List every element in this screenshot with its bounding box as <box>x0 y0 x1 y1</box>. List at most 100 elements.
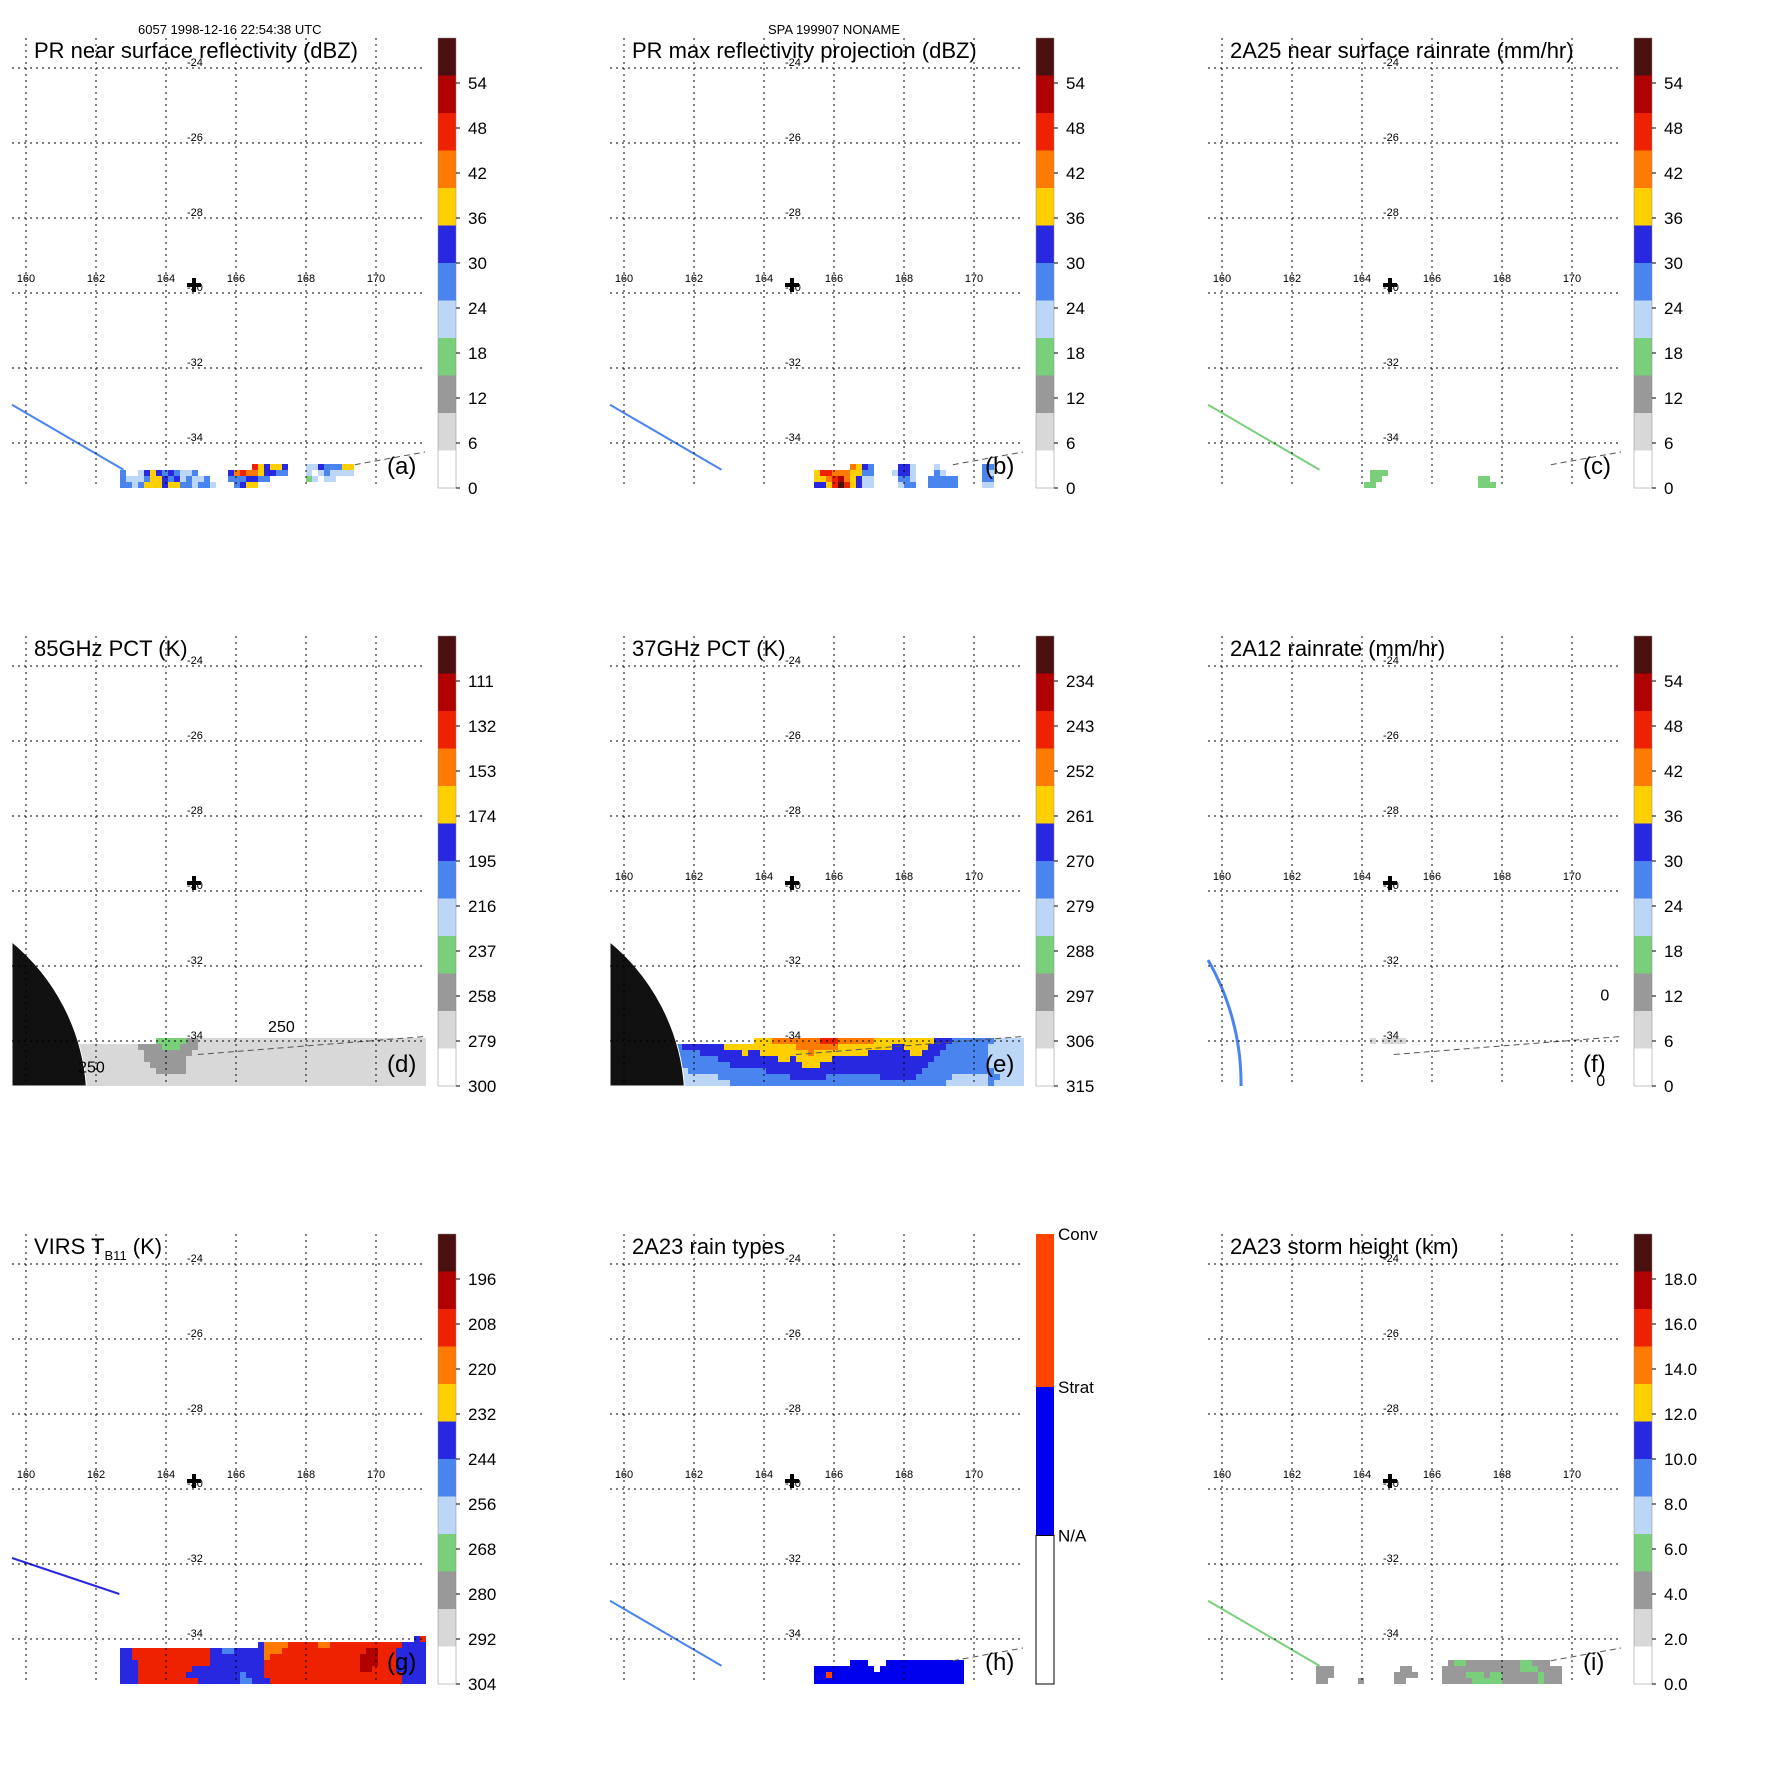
data-cell <box>730 1074 736 1080</box>
data-cell <box>832 1666 838 1672</box>
data-cell <box>1400 1056 1406 1062</box>
data-cell <box>784 1038 790 1044</box>
data-cell <box>312 1642 318 1648</box>
data-cell <box>850 1660 856 1666</box>
data-cell <box>174 1074 180 1080</box>
data-cell <box>258 1648 264 1654</box>
data-cell <box>1000 1056 1006 1062</box>
data-cell <box>838 1080 844 1086</box>
data-cell <box>408 1666 414 1672</box>
data-cell <box>1460 1666 1466 1672</box>
data-cell <box>408 1654 414 1660</box>
colorbar-tick-label: 256 <box>468 1495 496 1514</box>
swath-edge-dashed <box>952 451 1024 466</box>
data-cell <box>1526 1672 1532 1678</box>
data-cell <box>1436 1056 1442 1062</box>
data-cell <box>724 1068 730 1074</box>
data-cell <box>270 1654 276 1660</box>
data-cell <box>294 1062 300 1068</box>
data-cell <box>730 1080 736 1086</box>
data-cell <box>318 1678 324 1684</box>
data-cell <box>1400 1666 1406 1672</box>
data-cell <box>814 482 820 488</box>
data-cell <box>84 1068 90 1074</box>
data-cell <box>916 1666 922 1672</box>
data-cell <box>1316 1050 1322 1056</box>
data-cell <box>910 464 916 470</box>
data-cell <box>1544 1038 1550 1044</box>
data-cell <box>1286 1074 1292 1080</box>
data-cell <box>402 1642 408 1648</box>
lat-label: -28 <box>1383 805 1399 817</box>
data-cell <box>192 1660 198 1666</box>
data-cell <box>342 1068 348 1074</box>
data-cell <box>844 1038 850 1044</box>
data-cell <box>180 1062 186 1068</box>
lon-label: 162 <box>1283 871 1301 883</box>
data-cell <box>168 1678 174 1684</box>
data-cell <box>180 1050 186 1056</box>
data-cell <box>138 1062 144 1068</box>
plot-background <box>610 636 1023 1086</box>
data-cell <box>1012 1050 1018 1056</box>
data-cell <box>234 1044 240 1050</box>
data-cell <box>1502 1038 1508 1044</box>
data-cell <box>1454 1038 1460 1044</box>
data-cell <box>1532 1672 1538 1678</box>
colorbar-tick-label: Conv <box>1058 1225 1098 1244</box>
data-cell <box>1442 1044 1448 1050</box>
data-cell <box>90 1044 96 1050</box>
data-cell <box>354 1044 360 1050</box>
data-cell <box>982 1044 988 1050</box>
data-cell <box>204 1038 210 1044</box>
data-cell <box>336 470 342 476</box>
data-cell <box>228 1062 234 1068</box>
data-cell <box>204 1044 210 1050</box>
data-cell <box>1388 470 1394 476</box>
data-cell <box>312 464 318 470</box>
data-cell <box>162 1044 168 1050</box>
data-cell <box>1592 1044 1598 1050</box>
data-cell <box>330 1654 336 1660</box>
data-cell <box>934 470 940 476</box>
data-cell <box>306 1080 312 1086</box>
data-cell <box>132 1672 138 1678</box>
data-cell <box>126 1068 132 1074</box>
data-cell <box>168 1068 174 1074</box>
colorbar-segment <box>1634 973 1652 1012</box>
data-cell <box>802 1068 808 1074</box>
data-cell <box>766 1068 772 1074</box>
colorbar-segment <box>438 1271 456 1310</box>
data-cell <box>952 1672 958 1678</box>
data-cell <box>976 1056 982 1062</box>
data-cell <box>802 1050 808 1056</box>
data-cell <box>760 1050 766 1056</box>
data-cell <box>1406 1666 1412 1672</box>
data-cell <box>342 464 348 470</box>
data-cell <box>856 1672 862 1678</box>
data-cell <box>1400 1044 1406 1050</box>
data-cell <box>324 470 330 476</box>
data-cell <box>342 1654 348 1660</box>
data-cell <box>282 1080 288 1086</box>
data-cell <box>192 1080 198 1086</box>
data-cell <box>354 1648 360 1654</box>
data-cell <box>790 1056 796 1062</box>
data-cell <box>1334 482 1340 488</box>
data-cell <box>408 1068 414 1074</box>
data-cell <box>120 470 126 476</box>
lat-label: -26 <box>187 730 203 742</box>
data-cell <box>1508 1044 1514 1050</box>
data-cell <box>390 1044 396 1050</box>
data-cell <box>1586 1080 1592 1086</box>
data-cell <box>910 1044 916 1050</box>
data-cell <box>1544 1062 1550 1068</box>
storm-center-marker <box>785 278 799 292</box>
data-cell <box>336 1660 342 1666</box>
data-cell <box>946 1068 952 1074</box>
data-cell <box>366 1660 372 1666</box>
data-cell <box>880 1056 886 1062</box>
data-cell <box>1346 1062 1352 1068</box>
data-cell <box>150 482 156 488</box>
data-cell <box>1472 1050 1478 1056</box>
